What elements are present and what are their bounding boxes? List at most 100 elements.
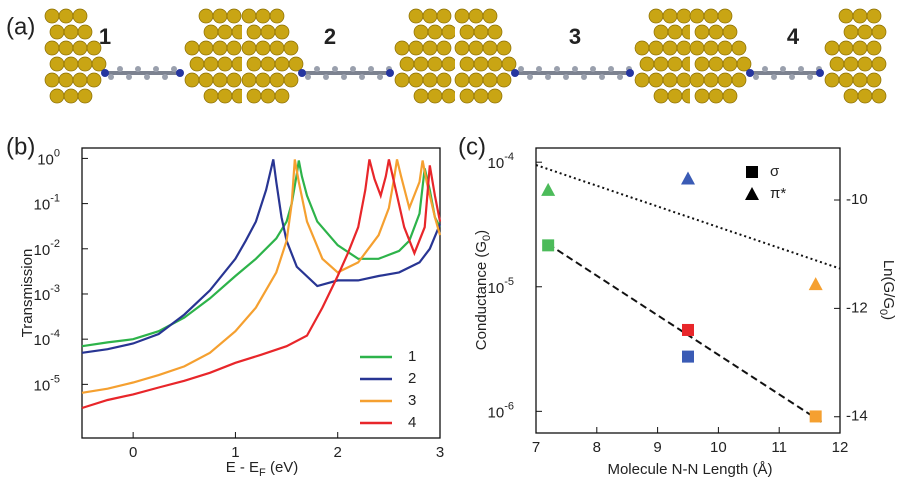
y2-tick-label: -12 [846, 299, 868, 316]
gold-atom [184, 40, 200, 56]
gold-atom [824, 40, 840, 56]
gold-atom [708, 88, 724, 104]
gold-atom [436, 40, 452, 56]
gold-atom [198, 72, 214, 88]
gold-atom [436, 72, 452, 88]
triangle-marker [681, 171, 695, 185]
tick-exponent: -1 [50, 193, 60, 205]
gold-atom [866, 40, 882, 56]
gold-atom [269, 8, 285, 24]
gold-atom [441, 24, 457, 40]
carbon-atom [368, 66, 374, 72]
gold-atom [413, 56, 429, 72]
carbon-atom [314, 66, 320, 72]
gold-atom [662, 40, 678, 56]
gold-atom [473, 24, 489, 40]
carbon-atom [144, 74, 150, 80]
gold-atom [269, 72, 285, 88]
legend-label: σ [770, 163, 780, 180]
axis-title: Conductance (G0) [473, 230, 493, 350]
gold-atom [203, 24, 219, 40]
y-tick-label: 10-6 [488, 400, 514, 421]
gold-atom [473, 56, 489, 72]
x-tick-label: 3 [436, 444, 444, 461]
x-tick-label: 2 [334, 444, 342, 461]
gold-atom [459, 24, 475, 40]
tick-exponent: -4 [504, 151, 514, 163]
gold-atom [843, 56, 859, 72]
gold-atom [255, 72, 271, 88]
gold-atom [63, 56, 79, 72]
gold-atom [838, 40, 854, 56]
gold-atom [408, 72, 424, 88]
gold-atom [260, 88, 276, 104]
y2-tick-label: -14 [846, 408, 868, 425]
gold-atom [217, 88, 233, 104]
gold-atom [399, 56, 415, 72]
gold-atom [427, 88, 443, 104]
x-tick-label: 8 [593, 439, 601, 456]
gold-atom [722, 56, 738, 72]
tick-base: 10 [34, 197, 51, 214]
gold-atom [824, 72, 840, 88]
carbon-atom [608, 66, 614, 72]
panel-label: (b) [6, 133, 35, 160]
gold-atom [648, 40, 664, 56]
nitrogen-atom [626, 69, 634, 77]
gold-atom [473, 88, 489, 104]
x-tick-label: 7 [532, 439, 540, 456]
subscript: 0 [481, 235, 493, 241]
carbon-atom [545, 74, 551, 80]
x-tick-label: 0 [129, 444, 137, 461]
square-marker [542, 239, 555, 252]
x-tick-label: 11 [771, 439, 787, 456]
tick-base: 10 [34, 242, 51, 259]
gold-atom [703, 72, 719, 88]
carbon-atom [807, 74, 813, 80]
panel-label: (c) [458, 133, 486, 160]
gold-atom [459, 88, 475, 104]
gold-atom [496, 72, 512, 88]
gold-atom [468, 72, 484, 88]
gold-atom [689, 40, 705, 56]
carbon-atom [108, 74, 114, 80]
gold-atom [86, 40, 102, 56]
gold-atom [422, 72, 438, 88]
gold-atom [226, 40, 242, 56]
text-part: Ln(G/G [880, 260, 897, 309]
gold-atom [274, 88, 290, 104]
text-part: (eV) [266, 459, 299, 476]
gold-atom [49, 56, 65, 72]
gold-atom [871, 88, 887, 104]
carbon-atom [341, 74, 347, 80]
gold-atom [49, 24, 65, 40]
gold-atom [722, 24, 738, 40]
gold-atom [91, 56, 107, 72]
axis-title: Transmission [19, 249, 36, 338]
gold-atom [731, 72, 747, 88]
gold-atom [689, 8, 705, 24]
gold-atom [212, 72, 228, 88]
carbon-atom [332, 66, 338, 72]
gold-atom [857, 24, 873, 40]
x-tick-label: 1 [231, 444, 239, 461]
gold-atom [459, 56, 475, 72]
gold-atom [648, 72, 664, 88]
tick-base: 10 [37, 151, 54, 168]
gold-atom [689, 72, 705, 88]
gold-atom [676, 8, 692, 24]
text-part: E - E [226, 459, 259, 476]
gold-atom [866, 72, 882, 88]
gold-atom [226, 72, 242, 88]
molecule-number: 1 [99, 24, 111, 49]
gold-atom [667, 56, 683, 72]
axis-title: Ln(G/G0) [877, 260, 897, 320]
tick-base: 10 [488, 404, 505, 421]
gold-atom [427, 56, 443, 72]
carbon-atom [171, 66, 177, 72]
tick-base: 10 [34, 332, 51, 349]
gold-atom [468, 40, 484, 56]
gold-atom [246, 88, 262, 104]
gold-atom [63, 88, 79, 104]
text-part: ) [473, 230, 490, 235]
